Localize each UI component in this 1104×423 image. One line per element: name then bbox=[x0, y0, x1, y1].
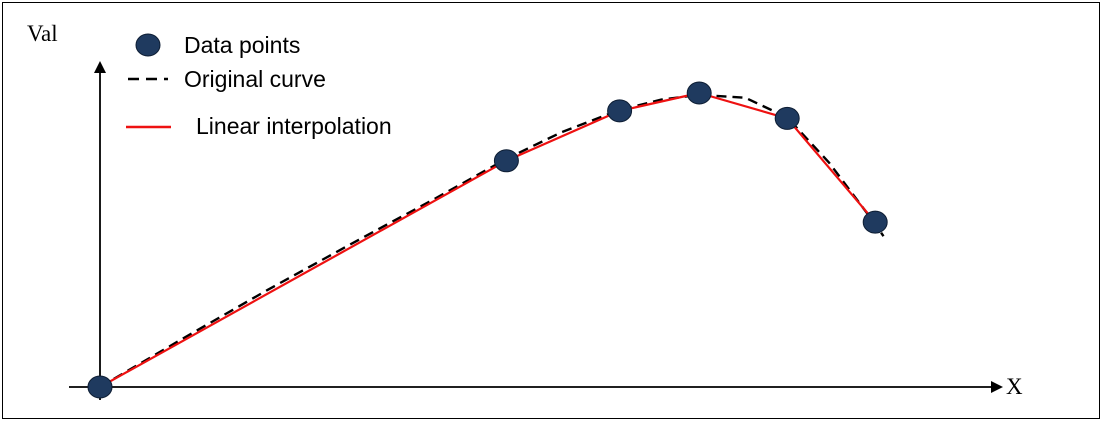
interpolation-chart: Val X Data points Original curve Linear … bbox=[27, 21, 1023, 400]
data-point bbox=[493, 149, 519, 173]
series-layer bbox=[99, 91, 885, 389]
legend-original-curve-label: Original curve bbox=[184, 66, 326, 92]
data-point bbox=[686, 81, 712, 105]
original-curve-line bbox=[99, 93, 885, 389]
data-point bbox=[774, 106, 800, 130]
y-axis-label: Val bbox=[27, 21, 58, 46]
legend-linear-interpolation-label: Linear interpolation bbox=[196, 113, 392, 139]
legend: Data points Original curve Linear interp… bbox=[126, 32, 392, 139]
data-point bbox=[87, 375, 113, 399]
data-points-layer bbox=[87, 81, 888, 399]
linear-interpolation-line bbox=[99, 91, 877, 388]
legend-data-points-label: Data points bbox=[184, 32, 300, 58]
x-axis-label: X bbox=[1006, 374, 1023, 399]
data-point bbox=[862, 210, 888, 234]
data-point bbox=[607, 99, 633, 123]
legend-data-points-marker bbox=[135, 33, 161, 57]
